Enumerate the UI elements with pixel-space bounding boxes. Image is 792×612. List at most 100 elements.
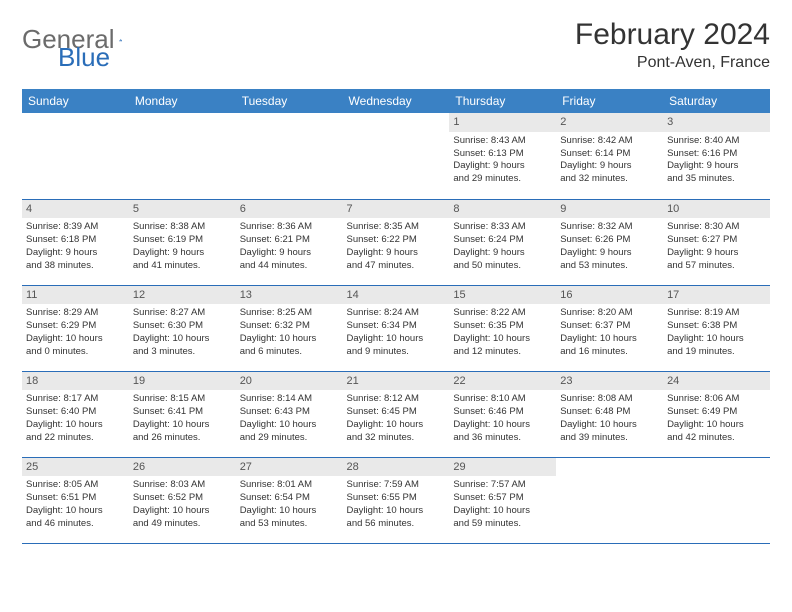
daylight-line-2: and 32 minutes. [347, 432, 446, 445]
calendar-day-cell: 17Sunrise: 8:19 AMSunset: 6:38 PMDayligh… [663, 285, 770, 371]
day-number: 16 [556, 286, 663, 305]
calendar-day-cell: 29Sunrise: 7:57 AMSunset: 6:57 PMDayligh… [449, 457, 556, 543]
sunset-line: Sunset: 6:14 PM [560, 148, 659, 161]
sunrise-line: Sunrise: 8:24 AM [347, 307, 446, 320]
sunset-line: Sunset: 6:46 PM [453, 406, 552, 419]
sunrise-line: Sunrise: 8:19 AM [667, 307, 766, 320]
daylight-line-1: Daylight: 10 hours [26, 333, 125, 346]
sunrise-line: Sunrise: 8:36 AM [240, 221, 339, 234]
daylight-line-1: Daylight: 10 hours [133, 505, 232, 518]
sunrise-line: Sunrise: 8:43 AM [453, 135, 552, 148]
sunset-line: Sunset: 6:49 PM [667, 406, 766, 419]
daylight-line-2: and 50 minutes. [453, 260, 552, 273]
sunset-line: Sunset: 6:45 PM [347, 406, 446, 419]
day-number: 19 [129, 372, 236, 391]
daylight-line-2: and 57 minutes. [667, 260, 766, 273]
daylight-line-1: Daylight: 10 hours [667, 419, 766, 432]
sunset-line: Sunset: 6:51 PM [26, 492, 125, 505]
sunset-line: Sunset: 6:21 PM [240, 234, 339, 247]
sunset-line: Sunset: 6:29 PM [26, 320, 125, 333]
sunrise-line: Sunrise: 8:38 AM [133, 221, 232, 234]
calendar-day-cell: 11 Sunrise: 8:29 AMSunset: 6:29 PMDayligh… [22, 285, 129, 371]
logo-text-blue: Blue [58, 42, 110, 72]
sunrise-line: Sunrise: 8:32 AM [560, 221, 659, 234]
day-number: 15 [449, 286, 556, 305]
daylight-line-2: and 59 minutes. [453, 518, 552, 531]
day-number: 5 [129, 200, 236, 219]
sunset-line: Sunset: 6:27 PM [667, 234, 766, 247]
weekday-header: Saturday [663, 89, 770, 113]
sunrise-line: Sunrise: 8:03 AM [133, 479, 232, 492]
sunrise-line: Sunrise: 8:08 AM [560, 393, 659, 406]
calendar-day-cell: 25 Sunrise: 8:05 AMSunset: 6:51 PMDayligh… [22, 457, 129, 543]
day-number: 20 [236, 372, 343, 391]
calendar-empty-cell [663, 457, 770, 543]
sunset-line: Sunset: 6:41 PM [133, 406, 232, 419]
daylight-line-2: and 29 minutes. [240, 432, 339, 445]
day-number: 23 [556, 372, 663, 391]
calendar-day-cell: 6Sunrise: 8:36 AMSunset: 6:21 PMDaylight… [236, 199, 343, 285]
calendar-day-cell: 26Sunrise: 8:03 AMSunset: 6:52 PMDayligh… [129, 457, 236, 543]
calendar-day-cell: 24Sunrise: 8:06 AMSunset: 6:49 PMDayligh… [663, 371, 770, 457]
daylight-line-1: Daylight: 9 hours [26, 247, 125, 260]
daylight-line-2: and 49 minutes. [133, 518, 232, 531]
sunset-line: Sunset: 6:52 PM [133, 492, 232, 505]
sunrise-line: Sunrise: 8:30 AM [667, 221, 766, 234]
day-number: 7 [343, 200, 450, 219]
calendar-week-row: 4Sunrise: 8:39 AMSunset: 6:18 PMDaylight… [22, 199, 770, 285]
sunset-line: Sunset: 6:26 PM [560, 234, 659, 247]
daylight-line-2: and 32 minutes. [560, 173, 659, 186]
day-number: 6 [236, 200, 343, 219]
daylight-line-2: and 16 minutes. [560, 346, 659, 359]
calendar-day-cell: 3Sunrise: 8:40 AMSunset: 6:16 PMDaylight… [663, 113, 770, 199]
daylight-line-1: Daylight: 10 hours [26, 419, 125, 432]
sunset-line: Sunset: 6:16 PM [667, 148, 766, 161]
calendar-empty-cell [556, 457, 663, 543]
daylight-line-2: and 41 minutes. [133, 260, 232, 273]
daylight-line-2: and 44 minutes. [240, 260, 339, 273]
sunset-line: Sunset: 6:48 PM [560, 406, 659, 419]
calendar-day-cell: 7Sunrise: 8:35 AMSunset: 6:22 PMDaylight… [343, 199, 450, 285]
daylight-line-2: and 19 minutes. [667, 346, 766, 359]
calendar-week-row: 11Sunrise: 8:29 AMSunset: 6:29 PMDayligh… [22, 285, 770, 371]
daylight-line-1: Daylight: 10 hours [453, 419, 552, 432]
daylight-line-1: Daylight: 10 hours [240, 333, 339, 346]
daylight-line-2: and 12 minutes. [453, 346, 552, 359]
calendar-day-cell: 14Sunrise: 8:24 AMSunset: 6:34 PMDayligh… [343, 285, 450, 371]
daylight-line-1: Daylight: 10 hours [240, 419, 339, 432]
sunset-line: Sunset: 6:55 PM [347, 492, 446, 505]
calendar-day-cell: 20Sunrise: 8:14 AMSunset: 6:43 PMDayligh… [236, 371, 343, 457]
calendar-day-cell: 28Sunrise: 7:59 AMSunset: 6:55 PMDayligh… [343, 457, 450, 543]
day-number: 25 [22, 458, 129, 477]
daylight-line-1: Daylight: 10 hours [347, 419, 446, 432]
sunrise-line: Sunrise: 8:27 AM [133, 307, 232, 320]
day-number: 11 [22, 286, 129, 305]
sunrise-line: Sunrise: 8:35 AM [347, 221, 446, 234]
sunrise-line: Sunrise: 8:17 AM [26, 393, 125, 406]
calendar-day-cell: 21Sunrise: 8:12 AMSunset: 6:45 PMDayligh… [343, 371, 450, 457]
calendar-day-cell: 22Sunrise: 8:10 AMSunset: 6:46 PMDayligh… [449, 371, 556, 457]
day-number: 10 [663, 200, 770, 219]
calendar-empty-cell [236, 113, 343, 199]
calendar-day-cell: 27Sunrise: 8:01 AMSunset: 6:54 PMDayligh… [236, 457, 343, 543]
daylight-line-1: Daylight: 10 hours [26, 505, 125, 518]
sunrise-line: Sunrise: 8:40 AM [667, 135, 766, 148]
calendar-day-cell: 8Sunrise: 8:33 AMSunset: 6:24 PMDaylight… [449, 199, 556, 285]
daylight-line-2: and 3 minutes. [133, 346, 232, 359]
day-number: 18 [22, 372, 129, 391]
sunset-line: Sunset: 6:40 PM [26, 406, 125, 419]
weekday-header: Wednesday [343, 89, 450, 113]
calendar-day-cell: 2Sunrise: 8:42 AMSunset: 6:14 PMDaylight… [556, 113, 663, 199]
day-number: 12 [129, 286, 236, 305]
calendar-empty-cell [22, 113, 129, 199]
sunset-line: Sunset: 6:43 PM [240, 406, 339, 419]
sunrise-line: Sunrise: 8:29 AM [26, 307, 125, 320]
sunrise-line: Sunrise: 8:05 AM [26, 479, 125, 492]
daylight-line-1: Daylight: 10 hours [453, 505, 552, 518]
daylight-line-2: and 53 minutes. [240, 518, 339, 531]
sunrise-line: Sunrise: 8:01 AM [240, 479, 339, 492]
sunset-line: Sunset: 6:37 PM [560, 320, 659, 333]
day-number: 24 [663, 372, 770, 391]
day-number: 22 [449, 372, 556, 391]
daylight-line-1: Daylight: 10 hours [347, 505, 446, 518]
